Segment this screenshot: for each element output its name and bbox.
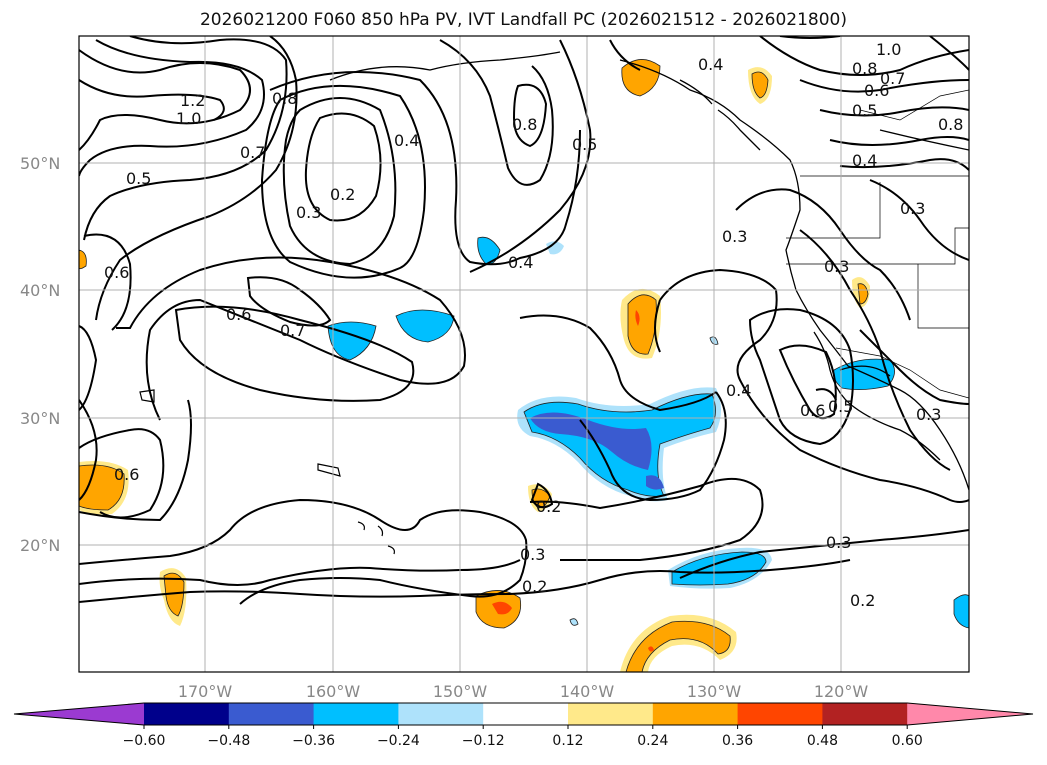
colorbar-tick-label: −0.60 bbox=[123, 733, 166, 749]
colorbar-extend-low bbox=[14, 703, 144, 725]
contour-label: 0.8 bbox=[272, 89, 297, 108]
contour-label: 0.4 bbox=[726, 381, 751, 400]
colorbar-extend-high bbox=[907, 703, 1033, 725]
map-title: 2026021200 F060 850 hPa PV, IVT Landfall… bbox=[199, 10, 847, 30]
colorbar-tick-label: 0.36 bbox=[722, 733, 753, 749]
contour-label: 0.6 bbox=[114, 465, 139, 484]
gridlines bbox=[79, 36, 969, 672]
contour-label: 0.5 bbox=[852, 101, 877, 120]
contour-label: 0.7 bbox=[880, 69, 905, 88]
pv-contours bbox=[79, 36, 969, 605]
lon-label-120w: 120°W bbox=[814, 682, 869, 701]
colorbar-segment bbox=[144, 703, 230, 725]
lat-label-30n: 30°N bbox=[20, 409, 60, 428]
colorbar-segment bbox=[313, 703, 399, 725]
contour-labels: 1.2 1.0 0.8 0.7 0.5 0.6 0.4 0.3 0.2 0.7 … bbox=[104, 40, 963, 610]
baja-coast bbox=[839, 365, 891, 377]
contour-label: 0.3 bbox=[900, 199, 925, 218]
contour-label: 0.5 bbox=[126, 169, 151, 188]
colorbar-tick-label: −0.24 bbox=[377, 733, 420, 749]
contour-label: 0.3 bbox=[916, 405, 941, 424]
contour-label: 0.6 bbox=[800, 401, 825, 420]
contour-label: 0.8 bbox=[938, 115, 963, 134]
contour-label: 0.3 bbox=[826, 533, 851, 552]
contour-label: 0.6 bbox=[104, 263, 129, 282]
contour-label: 0.3 bbox=[520, 545, 545, 564]
contour-label: 0.5 bbox=[572, 135, 597, 154]
contour-label: 0.5 bbox=[828, 397, 853, 416]
contour-label: 0.2 bbox=[330, 185, 355, 204]
colorbar-tick-label: −0.48 bbox=[207, 733, 250, 749]
contour-label: 0.2 bbox=[522, 577, 547, 596]
colorbar-segment bbox=[568, 703, 654, 725]
contour-label: 1.0 bbox=[876, 40, 901, 59]
lon-label-140w: 140°W bbox=[560, 682, 615, 701]
colorbar-tick-label: −0.12 bbox=[462, 733, 505, 749]
contour-label: 0.7 bbox=[240, 143, 265, 162]
colorbar-tick-label: 0.12 bbox=[552, 733, 583, 749]
latitude-labels: 50°N 40°N 30°N 20°N bbox=[20, 154, 60, 555]
colorbar-segment bbox=[822, 703, 908, 725]
longitude-labels: 170°W 160°W 150°W 140°W 130°W 120°W bbox=[178, 682, 869, 701]
colorbar-segment bbox=[737, 703, 823, 725]
colorbar-segment bbox=[398, 703, 484, 725]
lat-label-20n: 20°N bbox=[20, 536, 60, 555]
contour-label: 0.2 bbox=[850, 591, 875, 610]
contour-label: 0.4 bbox=[698, 55, 723, 74]
colorbar-tick-label: 0.48 bbox=[807, 733, 838, 749]
colorbar-segment bbox=[652, 703, 739, 725]
contour-label: 0.3 bbox=[722, 227, 747, 246]
lon-label-130w: 130°W bbox=[687, 682, 742, 701]
colorbar-tick-label: 0.24 bbox=[637, 733, 668, 749]
ivt-positive-shading bbox=[79, 59, 870, 672]
colorbar-segment bbox=[483, 703, 569, 725]
contour-label: 0.3 bbox=[824, 257, 849, 276]
colorbar: −0.60 −0.48 −0.36 −0.24 −0.12 0.12 0.24 0.36 0.4… bbox=[13, 702, 1034, 749]
colorbar-tick-label: 0.60 bbox=[892, 733, 923, 749]
contour-label: 0.7 bbox=[280, 321, 305, 340]
contour-label: 0.6 bbox=[864, 81, 889, 100]
lon-label-170w: 170°W bbox=[178, 682, 233, 701]
lat-label-40n: 40°N bbox=[20, 281, 60, 300]
lat-label-50n: 50°N bbox=[20, 154, 60, 173]
colorbar-tick-label: −0.36 bbox=[292, 733, 335, 749]
contour-label: 0.8 bbox=[852, 59, 877, 78]
contour-label: 1.2 bbox=[180, 91, 205, 110]
contour-label: 0.4 bbox=[852, 151, 877, 170]
contour-label: 0.4 bbox=[394, 131, 419, 150]
contour-label: 0.3 bbox=[296, 203, 321, 222]
contour-label: 0.2 bbox=[536, 497, 561, 516]
lon-label-160w: 160°W bbox=[306, 682, 361, 701]
contour-label: 0.8 bbox=[512, 115, 537, 134]
contour-label: 0.6 bbox=[226, 305, 251, 324]
map-frame bbox=[78, 35, 970, 673]
contour-label: 0.4 bbox=[508, 253, 533, 272]
lon-label-150w: 150°W bbox=[433, 682, 488, 701]
colorbar-segment bbox=[228, 703, 315, 725]
contour-label: 1.0 bbox=[176, 109, 201, 128]
small-islands bbox=[139, 389, 395, 555]
